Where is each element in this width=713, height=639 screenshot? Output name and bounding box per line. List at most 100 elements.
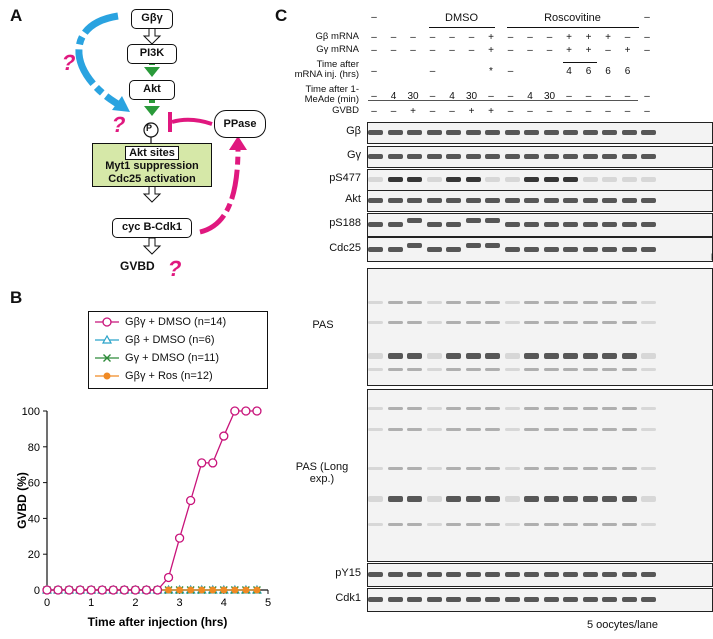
panel-letter-c: C xyxy=(275,6,288,25)
header-cell: – xyxy=(546,106,553,117)
header-cell: – xyxy=(468,32,475,43)
band xyxy=(387,154,403,159)
legend-swatch xyxy=(95,317,119,327)
band xyxy=(563,301,578,305)
band xyxy=(641,466,656,470)
band xyxy=(407,466,422,470)
band xyxy=(368,367,383,371)
band xyxy=(524,246,539,252)
header-cell: 4 xyxy=(527,91,533,102)
header-cell: – xyxy=(644,91,650,102)
band xyxy=(504,597,520,602)
band xyxy=(621,427,637,431)
band xyxy=(485,496,500,503)
band xyxy=(446,352,461,359)
band xyxy=(485,198,500,203)
band xyxy=(426,198,442,203)
data-point xyxy=(130,585,141,595)
blot-panel: – – DMSO Roscovitine Gβ mRNA – – – – – – + – – – + + + – – G… xyxy=(285,0,713,639)
band xyxy=(543,130,559,135)
band xyxy=(368,198,383,203)
band xyxy=(524,198,539,203)
legend-label: Gβγ + Ros (n=12) xyxy=(122,370,213,382)
band xyxy=(563,222,578,227)
band xyxy=(387,177,403,182)
band xyxy=(563,177,578,182)
header-divider xyxy=(368,100,638,101)
data-point xyxy=(165,586,173,594)
data-point xyxy=(119,585,129,595)
band xyxy=(426,367,442,371)
x-tick-label: 1 xyxy=(88,597,94,609)
band xyxy=(582,130,598,135)
band xyxy=(485,597,500,602)
inhibition-line xyxy=(171,117,213,126)
header-cell: – xyxy=(566,91,572,102)
band xyxy=(485,242,500,248)
band xyxy=(602,572,617,577)
header-cell: – xyxy=(605,45,611,56)
band xyxy=(446,496,461,503)
panel-letter-a: A xyxy=(10,6,23,25)
band xyxy=(582,198,598,203)
band xyxy=(504,572,520,577)
band xyxy=(563,321,578,325)
band xyxy=(621,496,637,503)
band xyxy=(602,352,617,359)
header-cell: – xyxy=(624,91,631,102)
strip-label: pY15 xyxy=(335,567,361,579)
strip-label: PAS xyxy=(312,319,334,331)
top-dash: – xyxy=(371,12,377,23)
band xyxy=(563,523,578,527)
header-cell: 4 xyxy=(449,91,455,102)
panel-letter-b: B xyxy=(10,288,23,307)
header-cell: – xyxy=(546,32,553,43)
band xyxy=(582,523,598,527)
band xyxy=(602,301,617,305)
strip-label: pS477 xyxy=(329,172,361,184)
band xyxy=(368,222,383,227)
band xyxy=(524,496,539,503)
legend-swatch xyxy=(95,354,119,363)
header-cell: – xyxy=(507,106,514,117)
band xyxy=(426,427,442,431)
band xyxy=(641,407,656,411)
band xyxy=(407,198,422,203)
band xyxy=(368,177,383,182)
band xyxy=(368,407,383,411)
header-cell: 6 xyxy=(605,66,611,77)
band xyxy=(524,321,539,325)
band xyxy=(446,466,461,470)
band xyxy=(387,321,403,325)
band xyxy=(582,301,598,305)
band xyxy=(524,597,539,602)
blot-strip xyxy=(367,190,713,212)
header-row-label: Gγ mRNA xyxy=(316,44,359,55)
data-point xyxy=(231,586,239,594)
header-cell: – xyxy=(585,91,592,102)
data-point xyxy=(230,406,240,416)
band xyxy=(602,321,617,325)
ppase-node: PPase xyxy=(214,110,266,138)
header-cell: – xyxy=(624,32,631,43)
x-tick-label: 2 xyxy=(132,597,138,609)
header-cell: – xyxy=(449,106,455,117)
band xyxy=(485,130,500,135)
header-row-label: Time after 1-MeAde (min) xyxy=(304,84,359,105)
header-cell: – xyxy=(390,32,397,43)
kda-unit: kDa xyxy=(711,252,713,263)
band xyxy=(582,352,598,359)
band xyxy=(621,597,637,602)
y-tick-label: 60 xyxy=(28,478,40,490)
band xyxy=(446,198,461,203)
blot-strip xyxy=(367,563,713,587)
band xyxy=(602,154,617,159)
band xyxy=(582,496,598,503)
band xyxy=(426,246,442,252)
band xyxy=(407,597,422,602)
group-rule xyxy=(563,62,597,63)
band xyxy=(407,130,422,135)
footer-note: 5 oocytes/lane xyxy=(587,619,658,631)
band xyxy=(504,321,520,325)
band xyxy=(387,367,403,371)
